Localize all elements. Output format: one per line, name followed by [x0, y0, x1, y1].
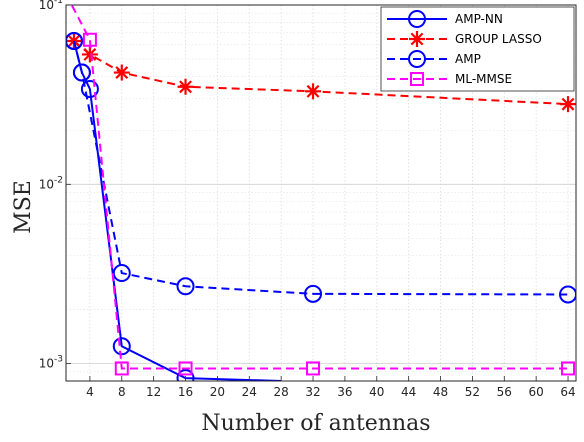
x-tick-label: 52 [465, 385, 480, 399]
x-tick-label: 36 [337, 385, 352, 399]
y-axis-title: MSE [11, 180, 36, 234]
x-tick-label: 44 [401, 385, 416, 399]
series-amp [66, 31, 576, 304]
x-tick-label: 4 [86, 385, 94, 399]
y-tick-label: 10-1 [39, 0, 63, 12]
x-axis-title: Number of antennas [201, 411, 430, 436]
axes [65, 4, 577, 382]
legend-marker [408, 50, 426, 68]
legend-label: GROUP LASSO [455, 32, 542, 46]
data-point [560, 96, 576, 113]
data-point [176, 277, 195, 296]
legend: AMP-NN GROUP LASSO AMP ML-MMSE [380, 6, 575, 92]
star-stroke [179, 80, 192, 94]
x-tick-label: 8 [118, 385, 126, 399]
star-stroke [83, 48, 97, 61]
star-stroke [67, 34, 81, 48]
data-point [559, 285, 576, 304]
data-point [305, 83, 322, 100]
x-tick-label: 56 [497, 385, 512, 399]
legend-label: AMP [455, 52, 481, 66]
data-point [112, 337, 131, 356]
data-point [113, 64, 130, 81]
data-point [82, 32, 97, 47]
data-point [306, 361, 321, 376]
series-line [70, 5, 569, 370]
legend-marker [410, 72, 424, 86]
tick-labels: 4 8 12 16 20 24 28 32 36 40 44 48 52 56 60 6410-310-210… [39, 0, 576, 399]
data-point [72, 63, 91, 82]
legend-entry: AMP-NN [387, 10, 503, 28]
x-tick-label: 48 [433, 385, 448, 399]
data-point [177, 78, 194, 95]
x-tick-label: 28 [274, 385, 289, 399]
legend-entry: AMP [387, 50, 481, 68]
x-tick-label: 32 [305, 385, 320, 399]
star-stroke [306, 84, 320, 98]
legend-entry: ML-MMSE [387, 72, 512, 86]
star-stroke [561, 97, 575, 111]
data-point [114, 361, 129, 376]
data-point [561, 361, 576, 376]
legend-entry: GROUP LASSO [387, 31, 542, 47]
data-point [80, 80, 99, 99]
series-line [72, 40, 569, 296]
series-ml-mmse [70, 5, 576, 376]
series-amp-nn [66, 31, 282, 381]
data-point [178, 361, 193, 376]
data-point [66, 31, 83, 50]
data-point [176, 369, 195, 381]
x-tick-label: 12 [146, 385, 161, 399]
data-point [112, 264, 131, 283]
legend-label: AMP-NN [455, 12, 503, 26]
plot-frame [65, 4, 577, 382]
star-stroke [410, 32, 424, 46]
x-tick-label: 24 [242, 385, 257, 399]
legend-marker [409, 31, 425, 47]
y-tick-label: 10-2 [39, 175, 63, 191]
series-layer [66, 5, 576, 381]
x-tick-label: 64 [560, 385, 575, 399]
series-line [72, 40, 282, 381]
x-tick-label: 16 [178, 385, 193, 399]
x-tick-label: 40 [369, 385, 384, 399]
y-tick-label: 10-3 [39, 355, 63, 371]
star-stroke [115, 66, 129, 79]
x-tick-label: 20 [210, 385, 225, 399]
legend-box [380, 6, 575, 92]
x-tick-label: 60 [529, 385, 544, 399]
legend-marker [408, 10, 426, 28]
data-point [304, 284, 323, 303]
data-point [81, 46, 98, 63]
legend-label: ML-MMSE [455, 72, 512, 86]
